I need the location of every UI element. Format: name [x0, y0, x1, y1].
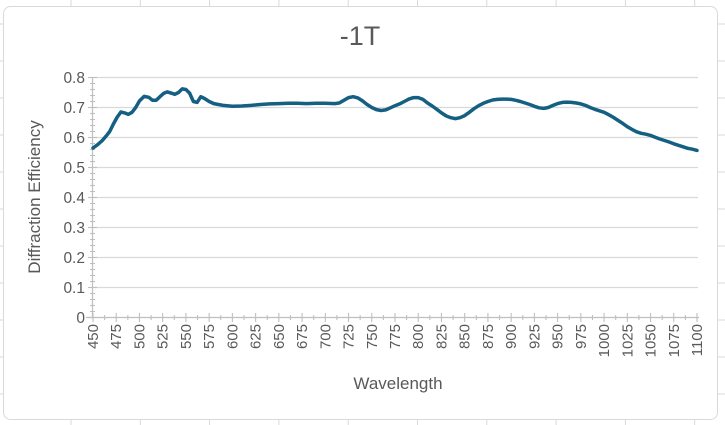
x-tick-label: 675: [294, 324, 311, 349]
y-tick-label: 0.5: [63, 160, 85, 177]
x-tick-label: 650: [271, 324, 288, 349]
chart-frame[interactable]: [3, 6, 718, 420]
x-tick-label: 550: [178, 324, 195, 349]
chart-title[interactable]: -1T: [340, 21, 381, 51]
y-tick-label: 0.2: [63, 250, 85, 267]
y-tick-label: 0.7: [63, 100, 85, 117]
series-line-minus-1T[interactable]: [91, 87, 699, 153]
y-tick-label: 0: [76, 310, 85, 327]
y-tick-label: 0.6: [63, 130, 85, 147]
x-tick-label: 850: [457, 324, 474, 349]
x-tick-label: 525: [155, 324, 172, 349]
plot-gridlines: [92, 76, 698, 289]
x-tick-label: 625: [248, 324, 265, 349]
x-tick-label: 1000: [596, 324, 613, 357]
y-tick-label: 0.1: [63, 280, 85, 297]
x-tick-label: 925: [526, 324, 543, 349]
x-axis-title[interactable]: Wavelength: [353, 374, 442, 393]
y-axis-title[interactable]: Diffraction Efficiency: [25, 120, 44, 274]
x-tick-label: 825: [434, 324, 451, 349]
x-axis-tick-labels: 450 475 500 525 550 575 600 625 650 675 700 725 750 7…: [85, 324, 706, 357]
y-tick-label: 0.8: [63, 70, 85, 87]
y-tick-label: 0.3: [63, 220, 85, 237]
x-tick-label: 775: [387, 324, 404, 349]
x-tick-label: 975: [573, 324, 590, 349]
x-tick-label: 575: [201, 324, 218, 349]
x-tick-label: 750: [364, 324, 381, 349]
y-axis-tick-labels: 0 0.1 0.2 0.3 0.4 0.5 0.6 0.7 0.8: [63, 70, 85, 327]
x-tick-label: 725: [341, 324, 358, 349]
x-tick-label: 1050: [643, 324, 660, 357]
x-tick-label: 1100: [689, 324, 706, 356]
x-tick-label: 900: [503, 324, 520, 349]
axis-ticks: [88, 76, 698, 322]
x-tick-label: 1075: [666, 324, 683, 357]
x-tick-label: 875: [480, 324, 497, 349]
x-tick-label: 950: [550, 324, 567, 349]
y-tick-label: 0.4: [63, 190, 85, 207]
x-tick-label: 600: [224, 324, 241, 349]
x-tick-label: 800: [410, 324, 427, 349]
x-tick-label: 500: [132, 324, 149, 349]
x-tick-label: 450: [85, 324, 102, 349]
x-tick-label: 1025: [619, 324, 636, 357]
x-tick-label: 700: [317, 324, 334, 349]
x-tick-label: 475: [108, 324, 125, 349]
